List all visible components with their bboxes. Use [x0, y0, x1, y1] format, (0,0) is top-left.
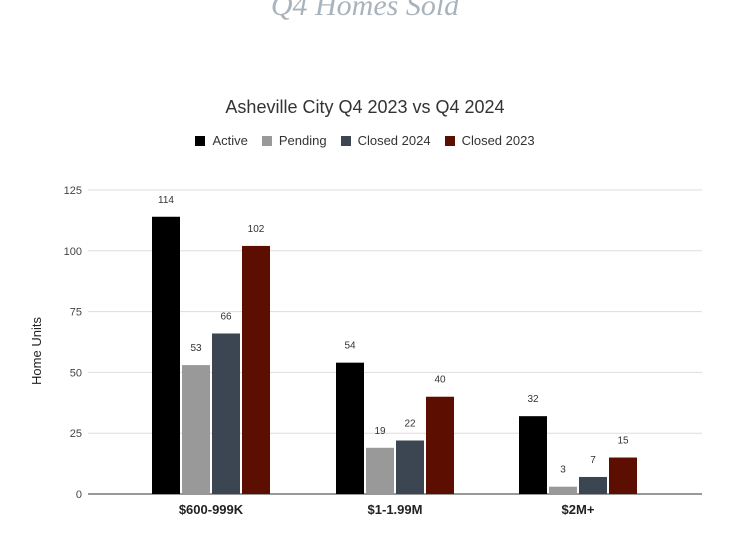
gridlines: [88, 189, 702, 495]
y-axis-ticks: 0 25 50 75 100 125: [64, 185, 82, 501]
data-label: 53: [190, 343, 202, 354]
legend-item-active: Active: [195, 133, 248, 148]
data-label: 15: [617, 436, 629, 447]
legend-label-active: Active: [212, 133, 248, 148]
bar-pending: [366, 447, 394, 494]
legend-item-closed-2024: Closed 2024: [340, 133, 431, 148]
data-label: 3: [560, 465, 566, 476]
legend-item-closed-2023: Closed 2023: [444, 133, 535, 148]
bar-closed-2023: [426, 396, 454, 494]
y-tick-label: 50: [70, 367, 82, 379]
bar-active: [152, 216, 180, 494]
data-label: 7: [590, 455, 596, 466]
legend-label-pending: Pending: [278, 133, 327, 148]
y-tick-label: 100: [64, 246, 82, 258]
chart-legend: Active Pending Closed 2024 Closed 2023: [0, 133, 730, 148]
category-label: $600-999K: [179, 502, 244, 517]
y-tick-label: 125: [64, 185, 82, 197]
bar-active: [336, 362, 364, 494]
data-label: 22: [404, 418, 416, 429]
legend-label-closed-2024: Closed 2024: [357, 133, 431, 148]
bar-pending: [549, 486, 577, 494]
y-tick-label: 75: [70, 307, 82, 319]
data-label: 66: [220, 311, 232, 322]
bar-closed-2023: [609, 457, 637, 494]
bar-closed-2024: [579, 476, 607, 494]
data-label: 19: [374, 426, 386, 437]
data-labels: 114 53 66 102 54 19 22 40 32 3 7 15: [158, 195, 629, 476]
data-label: 114: [158, 195, 174, 206]
legend-swatch-active: [195, 135, 206, 146]
data-label: 40: [434, 375, 446, 386]
bar-active: [519, 416, 547, 494]
page-heading: Q4 Homes Sold: [270, 0, 460, 22]
legend-swatch-pending: [261, 135, 272, 146]
y-axis-label: Home Units: [29, 317, 44, 385]
legend-label-closed-2023: Closed 2023: [461, 133, 535, 148]
bar-pending: [182, 365, 210, 494]
bar-closed-2023: [242, 245, 270, 494]
chart-title: Asheville City Q4 2023 vs Q4 2024: [225, 97, 505, 117]
data-label: 102: [248, 224, 265, 235]
data-label: 32: [527, 394, 539, 405]
y-tick-label: 25: [70, 428, 82, 440]
y-tick-label: 0: [76, 489, 82, 501]
bar-closed-2024: [396, 440, 424, 494]
category-labels: $600-999K $1-1.99M $2M+: [179, 502, 595, 517]
data-label: 54: [344, 341, 356, 352]
category-label: $1-1.99M: [368, 502, 423, 517]
bars: [152, 216, 637, 494]
bar-closed-2024: [212, 333, 240, 494]
legend-item-pending: Pending: [261, 133, 327, 148]
legend-swatch-closed-2024: [340, 135, 351, 146]
category-label: $2M+: [562, 502, 595, 517]
legend-swatch-closed-2023: [444, 135, 455, 146]
